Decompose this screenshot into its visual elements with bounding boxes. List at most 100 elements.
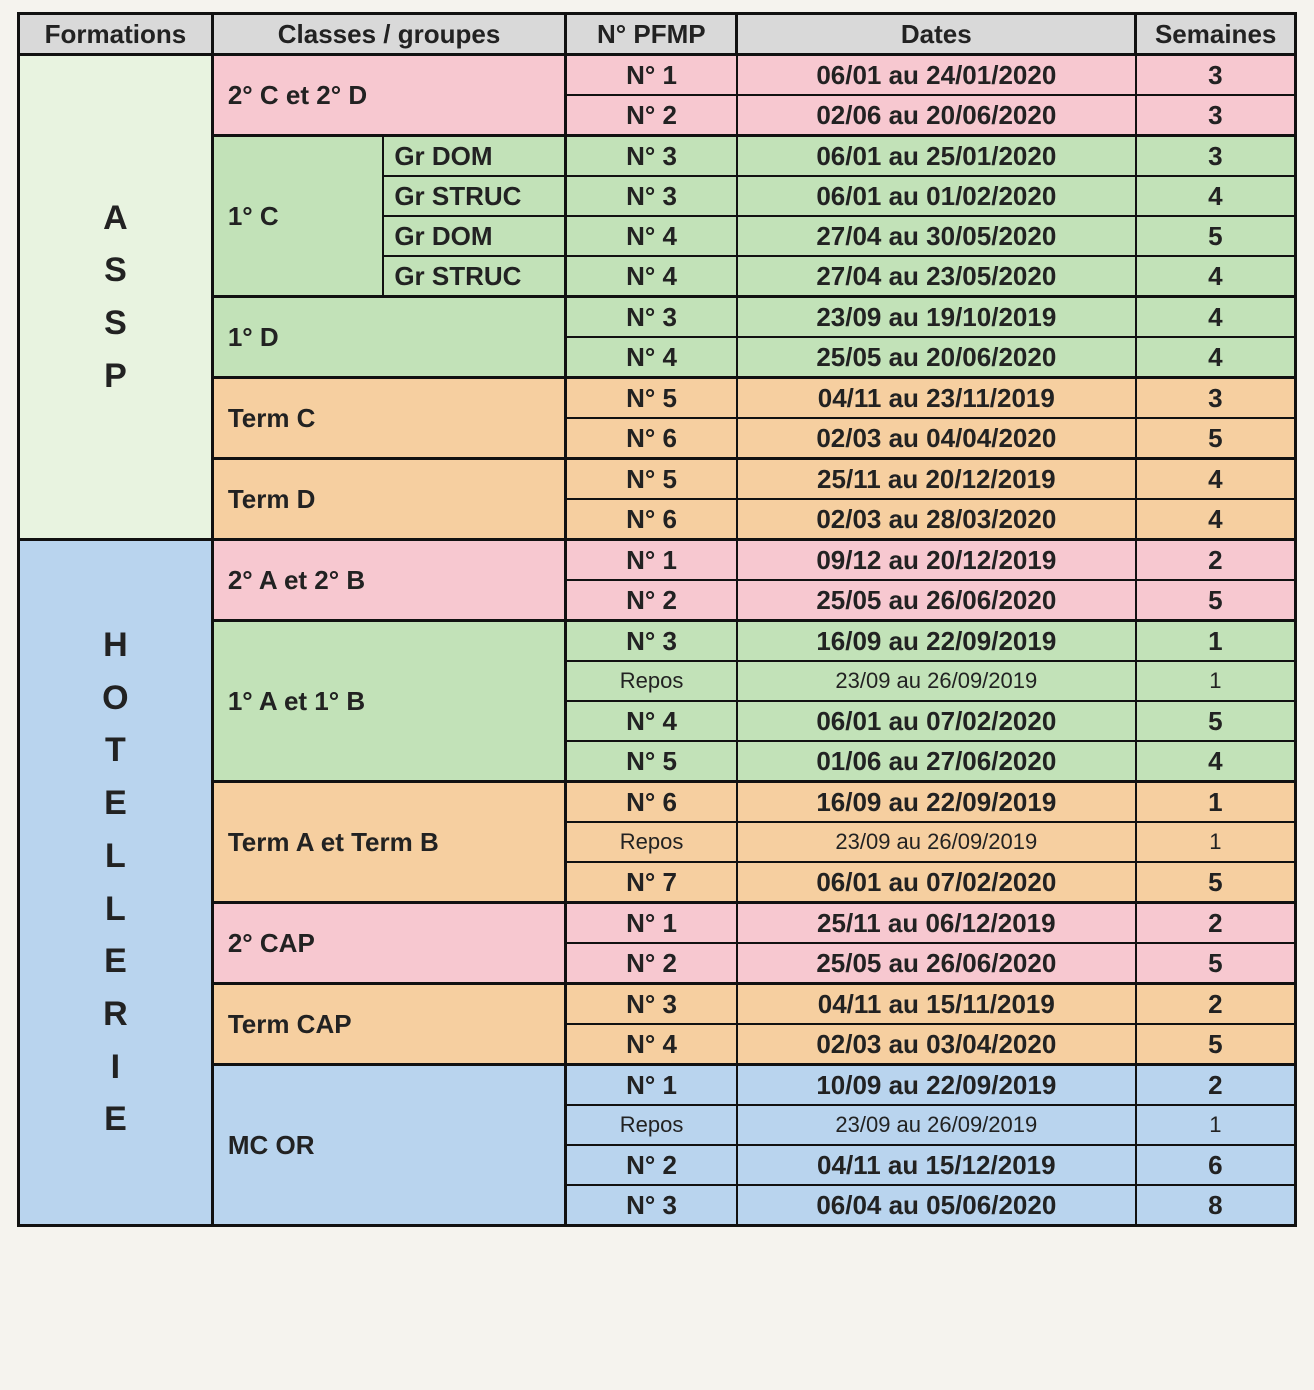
dates-cell: 23/09 au 26/09/2019	[737, 661, 1136, 701]
weeks-cell: 1	[1136, 1105, 1296, 1145]
dates-cell: 06/01 au 24/01/2020	[737, 55, 1136, 96]
class-cell: 1° D	[212, 297, 565, 378]
weeks-cell: 3	[1136, 378, 1296, 419]
pfmp-cell: N° 2	[566, 1145, 737, 1185]
dates-cell: 25/05 au 26/06/2020	[737, 943, 1136, 984]
pfmp-cell: N° 3	[566, 621, 737, 662]
pfmp-schedule-table: Formations Classes / groupes N° PFMP Dat…	[17, 12, 1297, 1227]
dates-cell: 02/03 au 04/04/2020	[737, 418, 1136, 459]
pfmp-cell: N° 3	[566, 176, 737, 216]
weeks-cell: 3	[1136, 95, 1296, 136]
pfmp-cell: N° 4	[566, 256, 737, 297]
pfmp-cell: N° 7	[566, 862, 737, 903]
dates-cell: 25/11 au 06/12/2019	[737, 903, 1136, 944]
pfmp-cell: N° 4	[566, 1024, 737, 1065]
formation-cell: ASSP	[19, 55, 213, 540]
weeks-cell: 5	[1136, 943, 1296, 984]
weeks-cell: 3	[1136, 55, 1296, 96]
table-row: ASSP2° C et 2° DN° 106/01 au 24/01/20203	[19, 55, 1296, 96]
dates-cell: 27/04 au 23/05/2020	[737, 256, 1136, 297]
table-header-row: Formations Classes / groupes N° PFMP Dat…	[19, 14, 1296, 55]
weeks-cell: 1	[1136, 621, 1296, 662]
class-cell: 1° A et 1° B	[212, 621, 565, 782]
pfmp-cell: N° 5	[566, 459, 737, 500]
table-row: HOTELLERIE2° A et 2° BN° 109/12 au 20/12…	[19, 540, 1296, 581]
weeks-cell: 4	[1136, 337, 1296, 378]
weeks-cell: 4	[1136, 256, 1296, 297]
weeks-cell: 2	[1136, 903, 1296, 944]
header-pfmp: N° PFMP	[566, 14, 737, 55]
dates-cell: 25/05 au 20/06/2020	[737, 337, 1136, 378]
dates-cell: 04/11 au 15/12/2019	[737, 1145, 1136, 1185]
header-classes: Classes / groupes	[212, 14, 565, 55]
dates-cell: 06/01 au 01/02/2020	[737, 176, 1136, 216]
pfmp-cell: N° 1	[566, 903, 737, 944]
weeks-cell: 2	[1136, 1065, 1296, 1106]
pfmp-cell: N° 3	[566, 1185, 737, 1226]
class-cell: 1° C	[212, 136, 383, 297]
dates-cell: 06/04 au 05/06/2020	[737, 1185, 1136, 1226]
weeks-cell: 6	[1136, 1145, 1296, 1185]
weeks-cell: 8	[1136, 1185, 1296, 1226]
formation-cell: HOTELLERIE	[19, 540, 213, 1226]
weeks-cell: 5	[1136, 862, 1296, 903]
pfmp-cell: N° 6	[566, 418, 737, 459]
weeks-cell: 3	[1136, 136, 1296, 177]
weeks-cell: 4	[1136, 499, 1296, 540]
pfmp-cell: Repos	[566, 1105, 737, 1145]
pfmp-cell: N° 5	[566, 378, 737, 419]
dates-cell: 23/09 au 26/09/2019	[737, 1105, 1136, 1145]
dates-cell: 27/04 au 30/05/2020	[737, 216, 1136, 256]
pfmp-cell: N° 2	[566, 95, 737, 136]
weeks-cell: 5	[1136, 701, 1296, 741]
class-cell: Term D	[212, 459, 565, 540]
pfmp-cell: N° 3	[566, 297, 737, 338]
dates-cell: 06/01 au 25/01/2020	[737, 136, 1136, 177]
subgroup-cell: Gr STRUC	[383, 256, 565, 297]
pfmp-cell: N° 1	[566, 55, 737, 96]
class-cell: Term C	[212, 378, 565, 459]
pfmp-cell: N° 2	[566, 580, 737, 621]
pfmp-cell: N° 4	[566, 701, 737, 741]
weeks-cell: 4	[1136, 459, 1296, 500]
pfmp-cell: N° 6	[566, 499, 737, 540]
pfmp-cell: N° 3	[566, 984, 737, 1025]
dates-cell: 02/03 au 28/03/2020	[737, 499, 1136, 540]
pfmp-cell: N° 3	[566, 136, 737, 177]
dates-cell: 02/03 au 03/04/2020	[737, 1024, 1136, 1065]
weeks-cell: 1	[1136, 782, 1296, 823]
weeks-cell: 1	[1136, 822, 1296, 862]
weeks-cell: 4	[1136, 741, 1296, 782]
pfmp-cell: N° 6	[566, 782, 737, 823]
pfmp-cell: N° 4	[566, 216, 737, 256]
weeks-cell: 4	[1136, 297, 1296, 338]
subgroup-cell: Gr STRUC	[383, 176, 565, 216]
dates-cell: 10/09 au 22/09/2019	[737, 1065, 1136, 1106]
weeks-cell: 5	[1136, 418, 1296, 459]
pfmp-cell: N° 5	[566, 741, 737, 782]
class-cell: Term A et Term B	[212, 782, 565, 903]
weeks-cell: 4	[1136, 176, 1296, 216]
class-cell: MC OR	[212, 1065, 565, 1226]
dates-cell: 04/11 au 23/11/2019	[737, 378, 1136, 419]
pfmp-cell: N° 2	[566, 943, 737, 984]
dates-cell: 01/06 au 27/06/2020	[737, 741, 1136, 782]
dates-cell: 16/09 au 22/09/2019	[737, 621, 1136, 662]
subgroup-cell: Gr DOM	[383, 136, 565, 177]
weeks-cell: 5	[1136, 1024, 1296, 1065]
pfmp-cell: N° 4	[566, 337, 737, 378]
weeks-cell: 5	[1136, 580, 1296, 621]
pfmp-cell: N° 1	[566, 540, 737, 581]
dates-cell: 09/12 au 20/12/2019	[737, 540, 1136, 581]
dates-cell: 25/11 au 20/12/2019	[737, 459, 1136, 500]
dates-cell: 23/09 au 26/09/2019	[737, 822, 1136, 862]
dates-cell: 23/09 au 19/10/2019	[737, 297, 1136, 338]
header-weeks: Semaines	[1136, 14, 1296, 55]
class-cell: 2° A et 2° B	[212, 540, 565, 621]
dates-cell: 02/06 au 20/06/2020	[737, 95, 1136, 136]
header-formations: Formations	[19, 14, 213, 55]
dates-cell: 16/09 au 22/09/2019	[737, 782, 1136, 823]
class-cell: Term CAP	[212, 984, 565, 1065]
pfmp-cell: Repos	[566, 661, 737, 701]
weeks-cell: 2	[1136, 984, 1296, 1025]
